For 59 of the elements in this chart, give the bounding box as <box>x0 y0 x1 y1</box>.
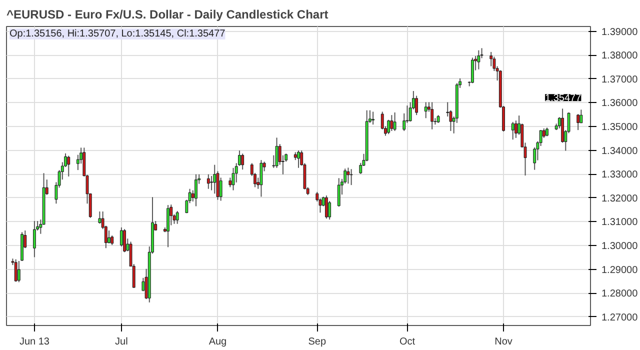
x-tick-label: Jul <box>115 336 128 348</box>
candlestick <box>14 258 18 282</box>
candlestick <box>576 114 580 131</box>
y-tick-label: 1.28000 <box>602 288 638 300</box>
candlestick <box>328 200 332 220</box>
x-tick-label: Jun 13 <box>19 336 50 348</box>
candlestick <box>176 210 179 224</box>
chart-title: ^EURUSD - Euro Fx/U.S. Dollar - Daily Candlestick Chart <box>6 8 328 22</box>
y-tick-label: 1.30000 <box>602 241 638 252</box>
candlestick <box>324 195 328 220</box>
candlestick <box>241 153 244 170</box>
candlestick <box>213 164 216 194</box>
candlestick <box>470 57 474 84</box>
candlestick <box>580 109 583 124</box>
candlestick <box>123 228 126 253</box>
x-tick-label: Nov <box>494 336 512 348</box>
y-tick-label: 1.32000 <box>602 193 638 204</box>
candlestick <box>194 174 198 207</box>
candlestick <box>32 220 36 258</box>
candlestick <box>430 102 434 130</box>
candlestick <box>346 167 350 184</box>
candlestick <box>490 51 493 67</box>
y-tick-label: 1.34000 <box>602 146 638 157</box>
y-tick-label: 1.29000 <box>602 264 638 276</box>
x-tick-label: Oct <box>399 336 416 348</box>
annotation: Op:1.35156, Hi:1.35707, Lo:1.35145, Cl:1.35477 <box>10 28 226 40</box>
y-tick-label: 1.35000 <box>602 122 638 133</box>
candlestick <box>98 210 102 224</box>
candlestick <box>350 168 353 186</box>
candlestick <box>387 119 390 135</box>
candlestick <box>166 204 170 248</box>
y-tick-label: 1.27000 <box>602 312 638 324</box>
candlestick <box>108 230 110 244</box>
candlestick <box>415 95 418 116</box>
candlestick <box>514 120 518 138</box>
candlestick <box>67 155 70 177</box>
candlestick <box>206 174 210 190</box>
x-tick-label: Sep <box>308 336 326 348</box>
y-tick-label: 1.38000 <box>602 50 638 62</box>
candlestick <box>424 102 428 119</box>
y-tick-label: 1.33000 <box>602 170 638 181</box>
candlestick <box>337 178 340 208</box>
candlestick <box>228 177 232 188</box>
candlestick <box>210 176 213 191</box>
candlestick <box>232 167 235 191</box>
y-tick-label: 1.37000 <box>602 74 638 86</box>
y-tick-label: 1.31000 <box>602 217 638 228</box>
candlestick <box>17 260 20 283</box>
x-tick-label: Aug <box>208 336 227 348</box>
candlestick <box>260 160 263 198</box>
y-tick-label: 1.36000 <box>602 98 638 110</box>
candlestick <box>393 112 396 132</box>
y-tick-label: 1.39000 <box>602 26 638 38</box>
candlestick <box>390 114 394 132</box>
candlestick <box>477 50 480 70</box>
candlestick <box>297 150 300 168</box>
candlestick <box>511 121 514 140</box>
candlestick <box>372 111 375 126</box>
candlestick <box>219 177 222 202</box>
